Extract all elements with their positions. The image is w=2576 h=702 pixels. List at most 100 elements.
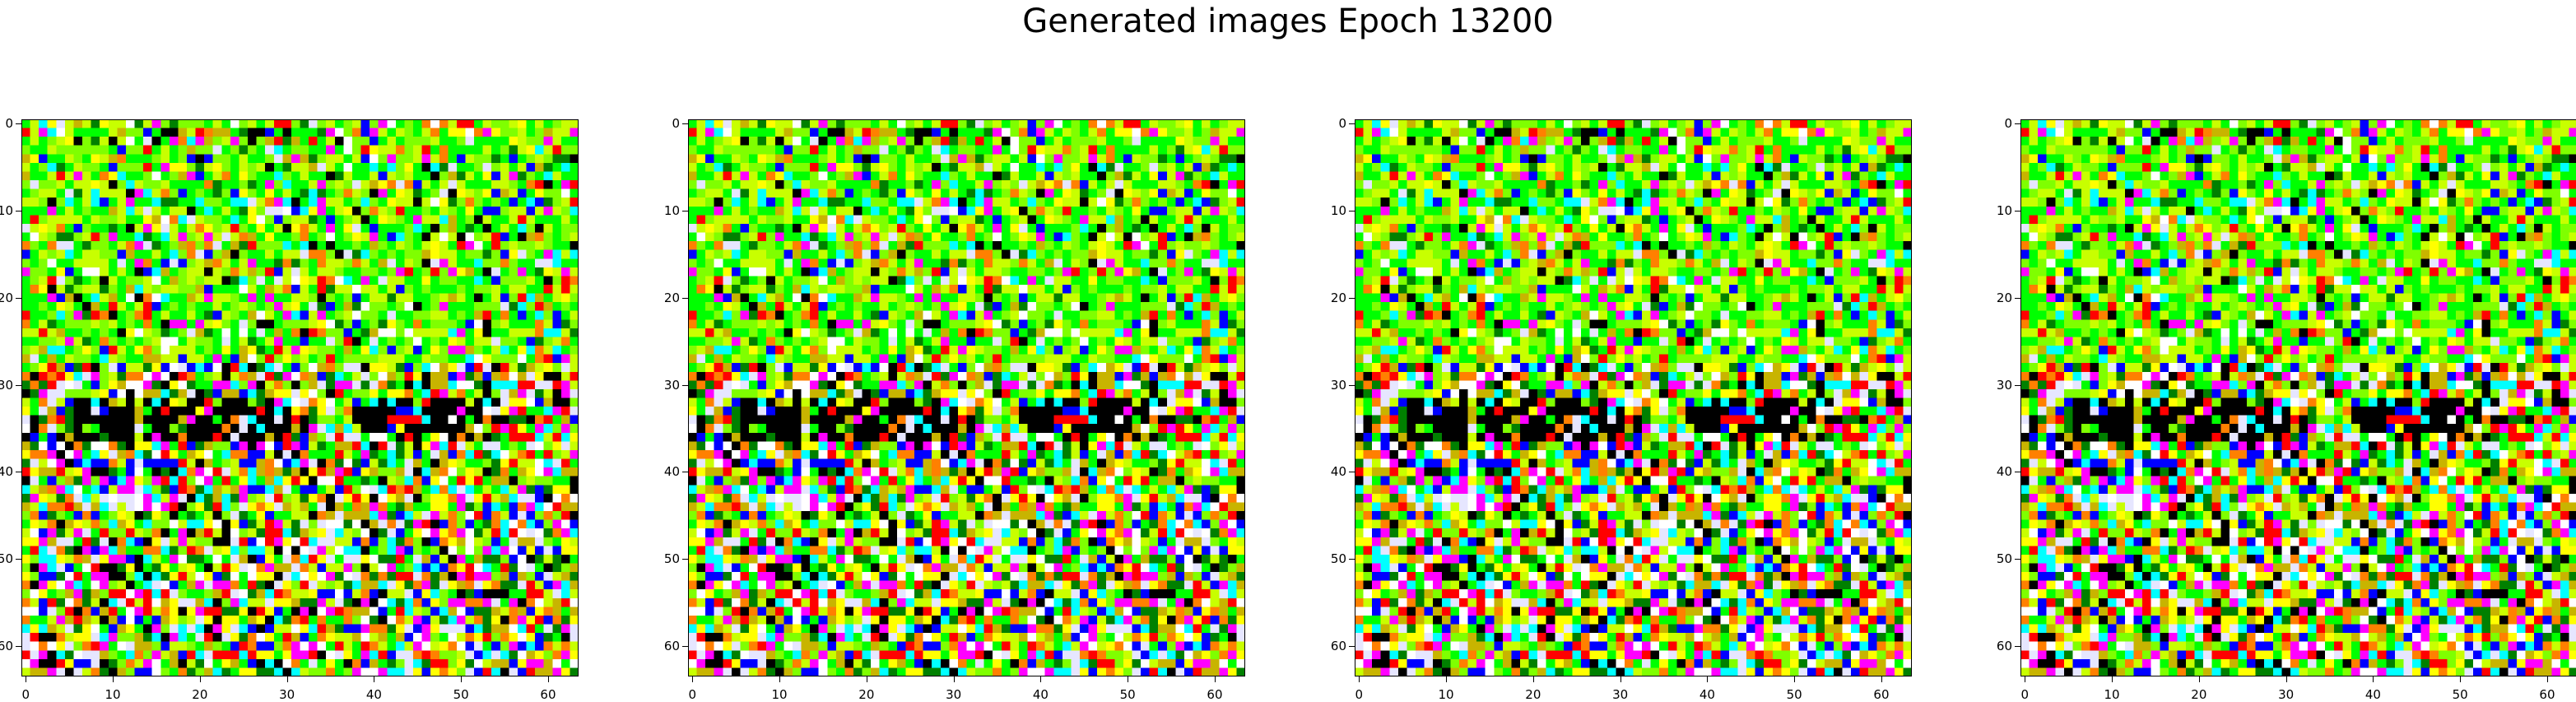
pixel-cell xyxy=(527,285,536,294)
pixel-cell xyxy=(1228,224,1237,233)
pixel-cell xyxy=(396,355,405,364)
pixel-cell xyxy=(109,355,118,364)
pixel-cell xyxy=(91,616,100,625)
pixel-cell xyxy=(73,424,82,433)
pixel-cell xyxy=(21,285,30,294)
pixel-cell xyxy=(126,285,135,294)
pixel-cell xyxy=(230,337,239,346)
pixel-cell xyxy=(379,485,388,494)
pixel-cell xyxy=(300,328,309,337)
pixel-cell xyxy=(474,328,483,337)
pixel-cell xyxy=(570,285,579,294)
pixel-cell xyxy=(1010,137,1019,146)
pixel-cell xyxy=(65,607,74,616)
pixel-cell xyxy=(282,294,291,303)
pixel-cell xyxy=(465,241,474,250)
pixel-cell xyxy=(126,233,135,242)
pixel-cell xyxy=(230,416,239,425)
pixel-cell xyxy=(282,563,291,572)
pixel-cell xyxy=(248,459,257,468)
pixel-cell xyxy=(688,198,697,207)
pixel-cell xyxy=(518,598,527,607)
pixel-cell xyxy=(143,146,152,155)
pixel-cell xyxy=(474,337,483,346)
pixel-cell xyxy=(1002,154,1011,163)
pixel-cell xyxy=(509,642,518,651)
pixel-cell xyxy=(732,207,741,216)
pixel-cell xyxy=(863,215,872,224)
pixel-cell xyxy=(448,294,457,303)
pixel-cell xyxy=(949,137,958,146)
pixel-cell xyxy=(56,215,65,224)
pixel-cell xyxy=(905,163,914,172)
pixel-cell xyxy=(100,389,109,398)
pixel-cell xyxy=(500,607,509,616)
pixel-cell xyxy=(552,520,561,529)
pixel-cell xyxy=(544,137,553,146)
pixel-cell xyxy=(343,467,352,477)
y-tick-label: 20 xyxy=(0,291,13,305)
pixel-cell xyxy=(21,528,30,537)
pixel-cell xyxy=(396,441,405,450)
pixel-cell xyxy=(291,276,300,285)
pixel-cell xyxy=(39,355,48,364)
pixel-cell xyxy=(905,119,914,128)
pixel-cell xyxy=(343,363,352,372)
pixel-cell xyxy=(21,511,30,520)
pixel-cell xyxy=(1141,163,1150,172)
pixel-cell xyxy=(491,319,500,328)
pixel-cell xyxy=(109,258,118,267)
pixel-cell xyxy=(1062,128,1072,137)
pixel-cell xyxy=(291,294,300,303)
pixel-cell xyxy=(544,511,553,520)
pixel-cell xyxy=(91,171,100,180)
pixel-cell xyxy=(448,659,457,668)
pixel-cell xyxy=(413,128,422,137)
pixel-cell xyxy=(73,589,82,598)
pixel-cell xyxy=(187,285,196,294)
pixel-cell xyxy=(422,407,431,416)
pixel-cell xyxy=(343,163,352,172)
pixel-cell xyxy=(213,477,222,486)
pixel-cell xyxy=(152,598,161,607)
y-tick-label: 60 xyxy=(0,639,13,653)
pixel-cell xyxy=(404,589,413,598)
pixel-cell xyxy=(430,502,439,511)
pixel-cell xyxy=(213,450,222,459)
pixel-cell xyxy=(483,520,492,529)
pixel-cell xyxy=(422,520,431,529)
pixel-cell xyxy=(527,467,536,477)
pixel-cell xyxy=(570,267,579,277)
pixel-cell xyxy=(56,502,65,511)
pixel-cell xyxy=(1236,128,1245,137)
pixel-cell xyxy=(552,424,561,433)
pixel-cell xyxy=(509,633,518,642)
pixel-cell xyxy=(274,642,283,651)
pixel-cell xyxy=(257,276,266,285)
pixel-cell xyxy=(82,477,91,486)
pixel-cell xyxy=(126,398,135,407)
pixel-cell xyxy=(1097,154,1106,163)
pixel-cell xyxy=(187,233,196,242)
pixel-cell xyxy=(561,215,570,224)
pixel-cell xyxy=(370,137,379,146)
pixel-cell xyxy=(527,389,536,398)
pixel-cell xyxy=(282,276,291,285)
pixel-cell xyxy=(221,241,230,250)
pixel-cell xyxy=(126,180,135,189)
pixel-cell xyxy=(352,555,361,564)
pixel-cell xyxy=(318,667,327,676)
pixel-cell xyxy=(740,154,749,163)
pixel-cell xyxy=(941,128,950,137)
pixel-cell xyxy=(82,207,91,216)
pixel-cell xyxy=(248,407,257,416)
pixel-cell xyxy=(723,146,732,155)
pixel-cell xyxy=(758,119,767,128)
pixel-cell xyxy=(257,146,266,155)
pixel-cell xyxy=(152,424,161,433)
pixel-cell xyxy=(941,163,950,172)
pixel-cell xyxy=(1097,119,1106,128)
pixel-cell xyxy=(1002,119,1011,128)
pixel-cell xyxy=(100,224,109,233)
pixel-cell xyxy=(196,450,205,459)
